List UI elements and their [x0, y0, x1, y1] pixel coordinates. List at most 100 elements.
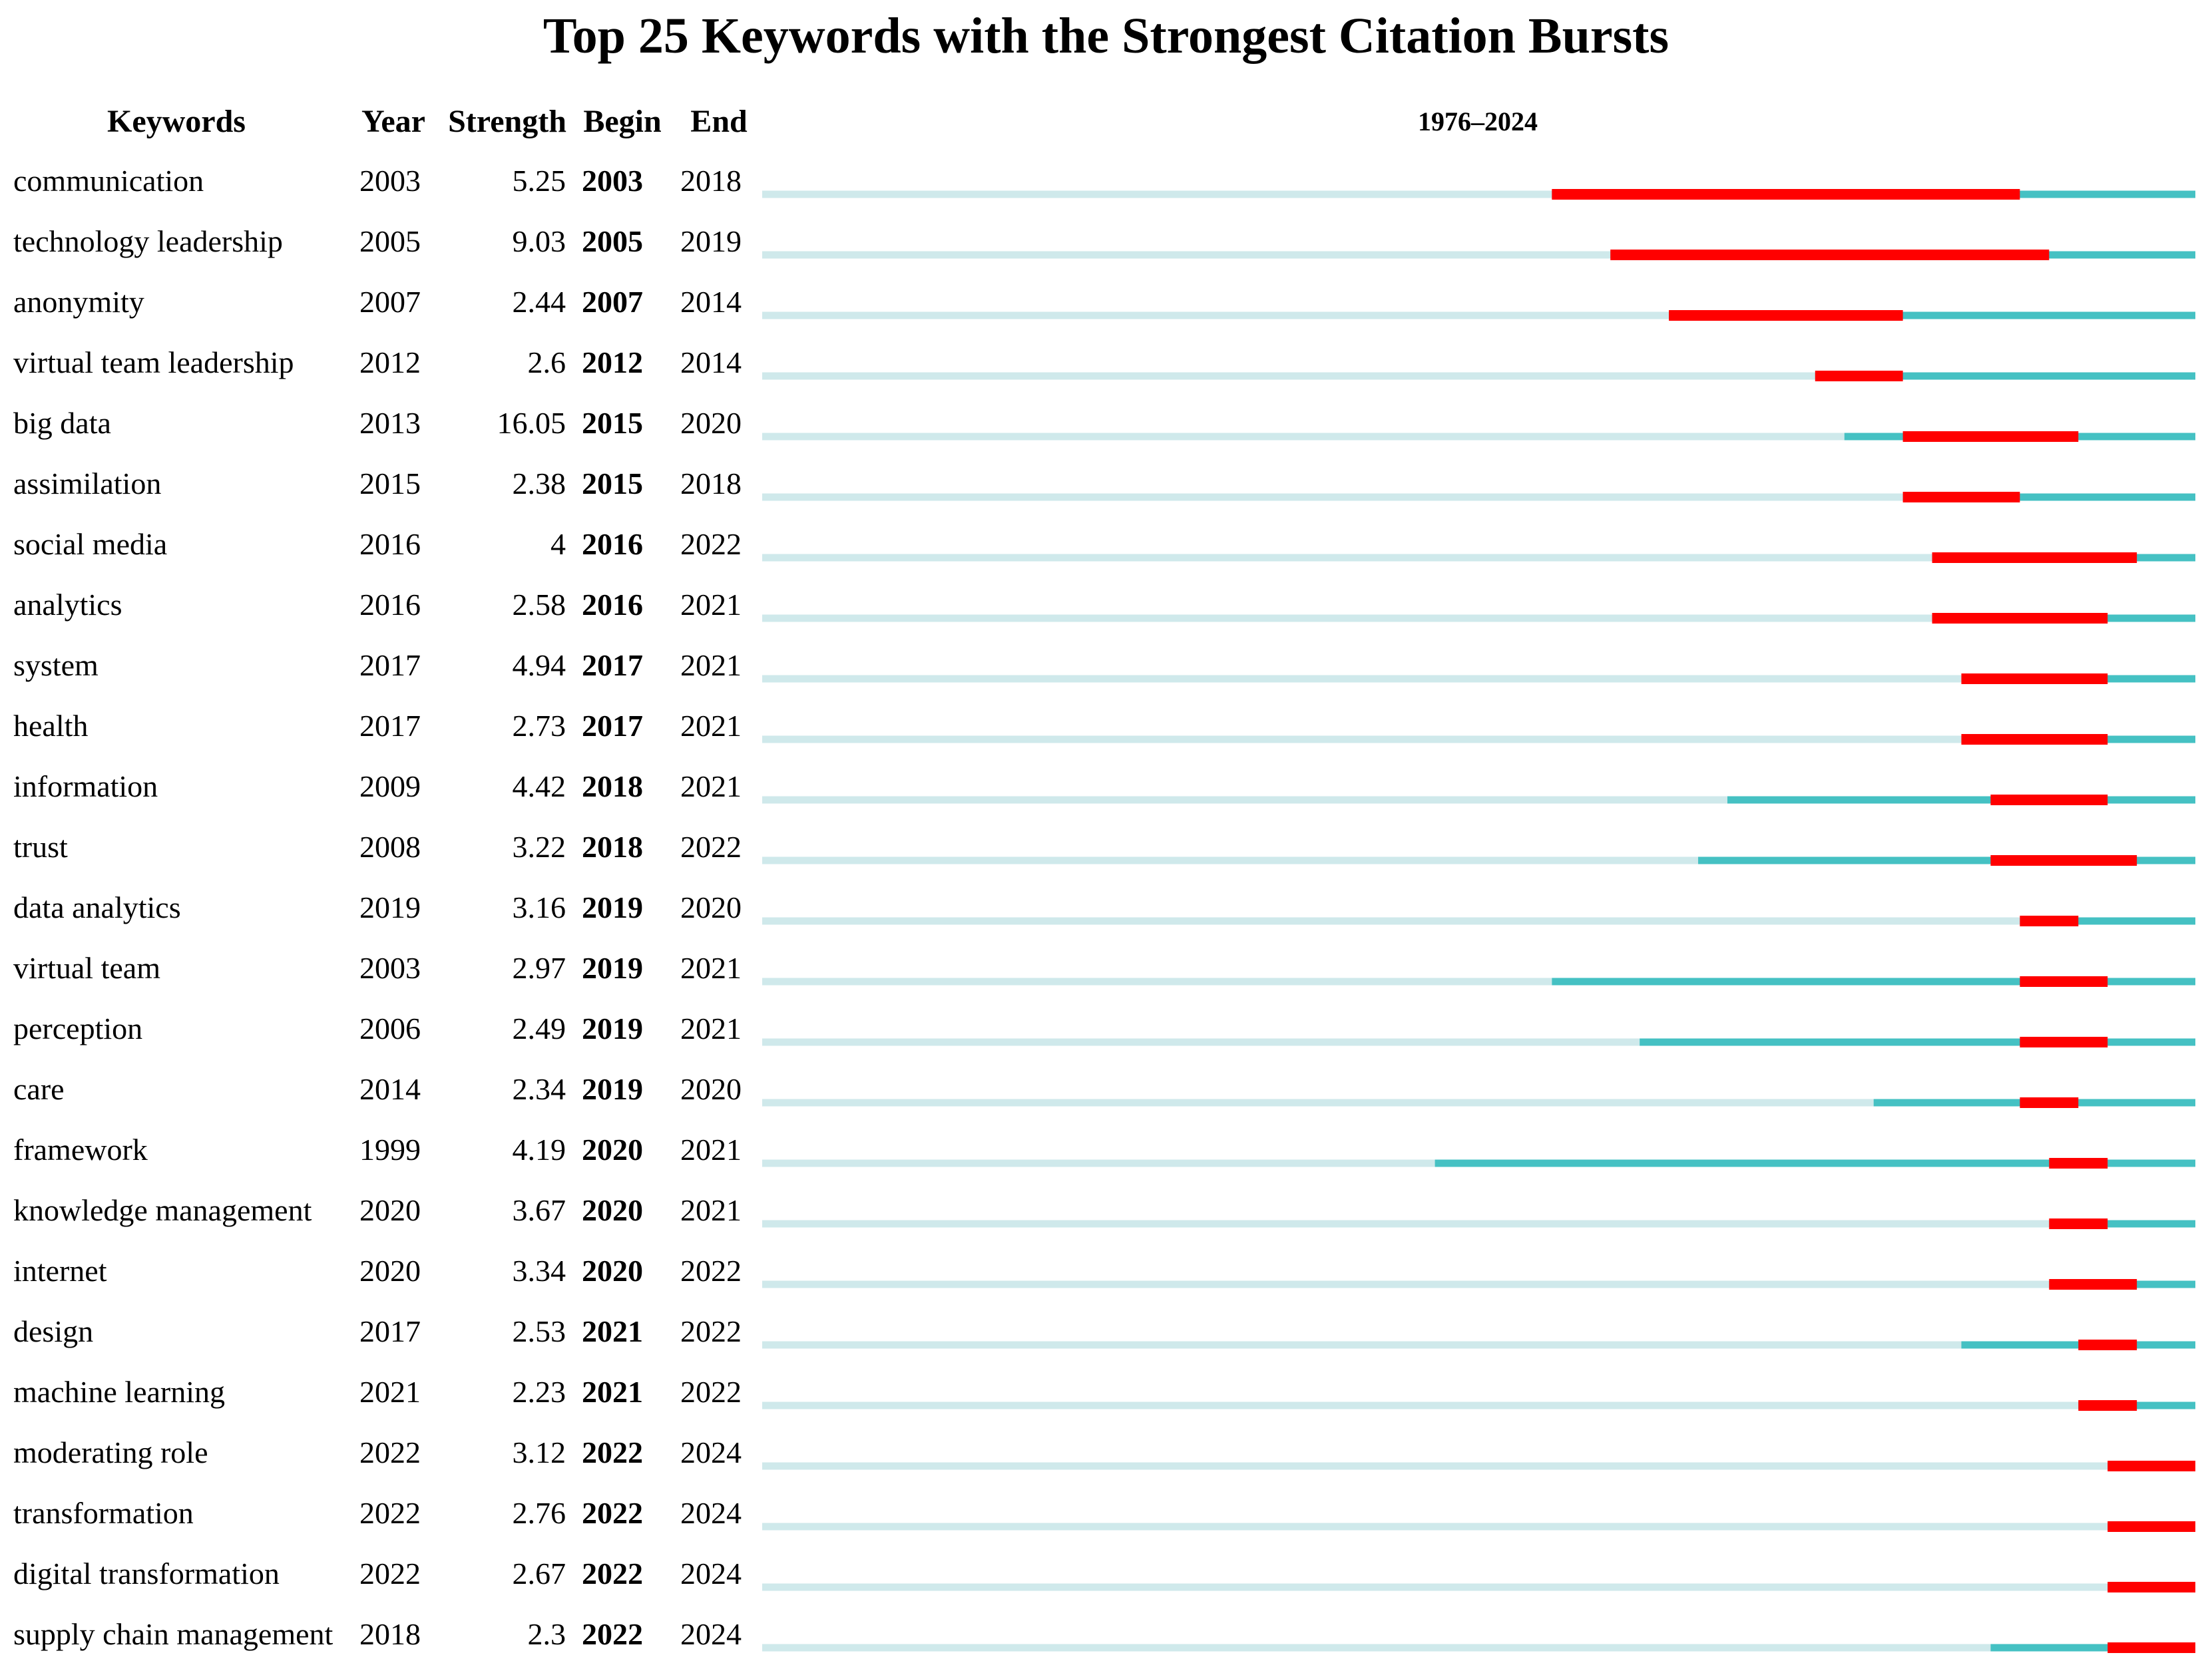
timeline-active-line: [1640, 1038, 2195, 1046]
timeline-track: [762, 310, 2195, 321]
strength-value: 2.53: [512, 1314, 566, 1348]
begin-value: 2021: [582, 1375, 643, 1409]
strength-value: 3.12: [512, 1435, 566, 1469]
end-value: 2024: [680, 1617, 742, 1651]
strength-value: 4.19: [512, 1133, 566, 1167]
begin-value: 2019: [582, 1012, 643, 1045]
year-value: 2005: [359, 224, 421, 258]
strength-value: 2.58: [512, 588, 566, 622]
burst-bar: [2107, 1642, 2195, 1653]
timeline-active-line: [2107, 1462, 2195, 1470]
year-value: 2022: [359, 1496, 421, 1530]
end-value: 2021: [680, 588, 742, 622]
burst-bar: [2020, 1037, 2108, 1047]
burst-bar: [2020, 916, 2079, 926]
timeline-background-line: [762, 1220, 2050, 1228]
table-row: trust 2008 3.22 2018 2022: [0, 821, 2212, 881]
end-value: 2019: [680, 224, 742, 258]
year-value: 2009: [359, 769, 421, 803]
timeline-track: [762, 189, 2195, 200]
timeline-active-line: [1698, 856, 2195, 864]
end-value: 2021: [680, 1012, 742, 1045]
year-value: 2022: [359, 1435, 421, 1469]
year-value: 1999: [359, 1133, 421, 1167]
keyword-label: virtual team leadership: [13, 345, 294, 379]
timeline-track: [762, 976, 2195, 987]
timeline-background-line: [762, 675, 1962, 683]
header-keywords: Keywords: [107, 104, 246, 139]
timeline-active-line: [1815, 372, 2195, 380]
strength-value: 3.34: [512, 1254, 566, 1288]
begin-value: 2019: [582, 951, 643, 985]
timeline-track: [762, 1097, 2195, 1108]
burst-bar: [2107, 1461, 2195, 1471]
timeline-background-line: [762, 856, 1699, 864]
year-value: 2016: [359, 588, 421, 622]
year-value: 2016: [359, 527, 421, 561]
year-value: 2020: [359, 1193, 421, 1227]
end-value: 2020: [680, 1072, 742, 1106]
timeline-background-line: [762, 372, 1815, 380]
timeline-active-line: [1435, 1159, 2195, 1167]
strength-value: 3.22: [512, 830, 566, 864]
end-value: 2021: [680, 951, 742, 985]
strength-value: 2.34: [512, 1072, 566, 1106]
timeline-active-line: [1727, 796, 2195, 804]
burst-bar: [2049, 1218, 2108, 1229]
keyword-label: digital transformation: [13, 1557, 280, 1590]
strength-value: 3.67: [512, 1193, 566, 1227]
timeline-background-line: [762, 1099, 1874, 1107]
begin-value: 2016: [582, 527, 643, 561]
year-value: 2007: [359, 285, 421, 319]
timeline-active-line: [1932, 614, 2195, 622]
keyword-label: knowledge management: [13, 1193, 312, 1227]
begin-value: 2012: [582, 345, 643, 379]
burst-bar: [1990, 855, 2137, 866]
table-row: digital transformation 2022 2.67 2022 2024: [0, 1547, 2212, 1608]
table-row: framework 1999 4.19 2020 2021: [0, 1123, 2212, 1184]
keyword-label: data analytics: [13, 890, 181, 924]
timeline-background-line: [762, 917, 2020, 925]
year-value: 2017: [359, 709, 421, 743]
keyword-label: anonymity: [13, 285, 144, 319]
keyword-label: trust: [13, 830, 68, 864]
timeline-background-line: [762, 554, 1932, 562]
burst-bar: [1932, 552, 2137, 563]
timeline-active-line: [2049, 1220, 2195, 1228]
strength-value: 2.23: [512, 1375, 566, 1409]
end-value: 2020: [680, 406, 742, 440]
begin-value: 2022: [582, 1557, 643, 1590]
strength-value: 2.44: [512, 285, 566, 319]
year-value: 2014: [359, 1072, 421, 1106]
keyword-label: assimilation: [13, 466, 162, 500]
begin-value: 2018: [582, 769, 643, 803]
strength-value: 2.3: [527, 1617, 566, 1651]
keyword-label: virtual team: [13, 951, 160, 985]
begin-value: 2015: [582, 406, 643, 440]
burst-bar: [1902, 431, 2079, 442]
end-value: 2022: [680, 527, 742, 561]
timeline-active-line: [1961, 675, 2195, 683]
keyword-label: system: [13, 648, 99, 682]
burst-bar: [2107, 1582, 2195, 1592]
burst-bar: [1552, 189, 2020, 200]
end-value: 2022: [680, 1314, 742, 1348]
keyword-label: moderating role: [13, 1435, 208, 1469]
timeline-track: [762, 1582, 2195, 1592]
timeline-track: [762, 1340, 2195, 1350]
end-value: 2024: [680, 1435, 742, 1469]
timeline-track: [762, 673, 2195, 684]
burst-bar: [2078, 1340, 2137, 1350]
timeline-track: [762, 916, 2195, 926]
table-row: supply chain management 2018 2.3 2022 2024: [0, 1608, 2212, 1668]
table-row: moderating role 2022 3.12 2022 2024: [0, 1426, 2212, 1487]
end-value: 2018: [680, 164, 742, 198]
header-year: Year: [361, 104, 425, 139]
table-row: system 2017 4.94 2017 2021: [0, 639, 2212, 699]
begin-value: 2022: [582, 1617, 643, 1651]
table-row: analytics 2016 2.58 2016 2021: [0, 578, 2212, 639]
header-strength: Strength: [448, 104, 566, 139]
timeline-track: [762, 371, 2195, 381]
end-value: 2024: [680, 1496, 742, 1530]
burst-bar: [1961, 673, 2108, 684]
